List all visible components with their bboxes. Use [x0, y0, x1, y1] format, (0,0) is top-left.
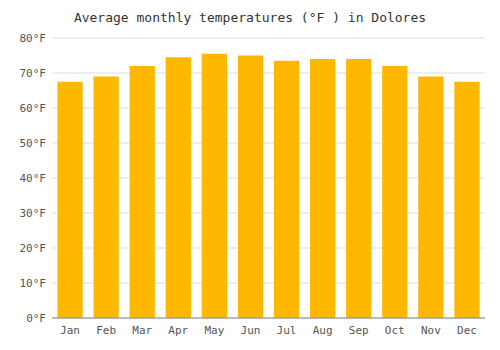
bar: [454, 82, 479, 318]
x-tick-label: May: [204, 324, 224, 337]
y-axis: 0°F 10°F 20°F 30°F 40°F 50°F 60°F 70°F 80°F: [20, 32, 47, 325]
x-tick-label: Oct: [385, 324, 405, 337]
y-tick-label: 40°F: [20, 172, 47, 185]
bar: [310, 59, 335, 318]
bar: [57, 82, 82, 318]
y-tick-label: 10°F: [20, 277, 47, 290]
x-tick-label: Apr: [168, 324, 188, 337]
bars: [57, 54, 479, 318]
bar: [418, 77, 443, 319]
bar: [238, 56, 263, 319]
bar: [346, 59, 371, 318]
x-tick-label: Jun: [241, 324, 261, 337]
x-tick-label: Jan: [60, 324, 80, 337]
grid-line: [52, 73, 485, 74]
y-tick-label: 80°F: [20, 32, 47, 45]
y-tick-label: 60°F: [20, 102, 47, 115]
bar: [202, 54, 227, 318]
x-tick-label: Nov: [421, 324, 441, 337]
bar: [274, 61, 299, 318]
y-tick-label: 0°F: [26, 312, 46, 325]
grid-line: [52, 318, 485, 319]
x-tick-label: Mar: [132, 324, 152, 337]
chart: Average monthly temperatures (°F ) in Do…: [0, 0, 500, 350]
x-axis: Jan Feb Mar Apr May Jun Jul Aug Sep Oct Nov Dec: [52, 318, 485, 337]
x-tick-label: Feb: [96, 324, 116, 337]
grid: [52, 38, 485, 318]
bar: [382, 66, 407, 318]
x-axis-line: [52, 318, 485, 319]
bar: [93, 77, 118, 319]
title: Average monthly temperatures (°F ) in Do…: [74, 10, 426, 25]
y-tick-label: 70°F: [20, 67, 47, 80]
y-tick-label: 30°F: [20, 207, 47, 220]
bar: [166, 57, 191, 318]
grid-line: [52, 38, 485, 39]
y-tick-label: 50°F: [20, 137, 47, 150]
x-tick-label: Sep: [349, 324, 369, 337]
bar: [130, 66, 155, 318]
y-tick-label: 20°F: [20, 242, 47, 255]
x-tick-label: Jul: [277, 324, 297, 337]
x-tick-label: Dec: [457, 324, 477, 337]
x-tick-label: Aug: [313, 324, 333, 337]
